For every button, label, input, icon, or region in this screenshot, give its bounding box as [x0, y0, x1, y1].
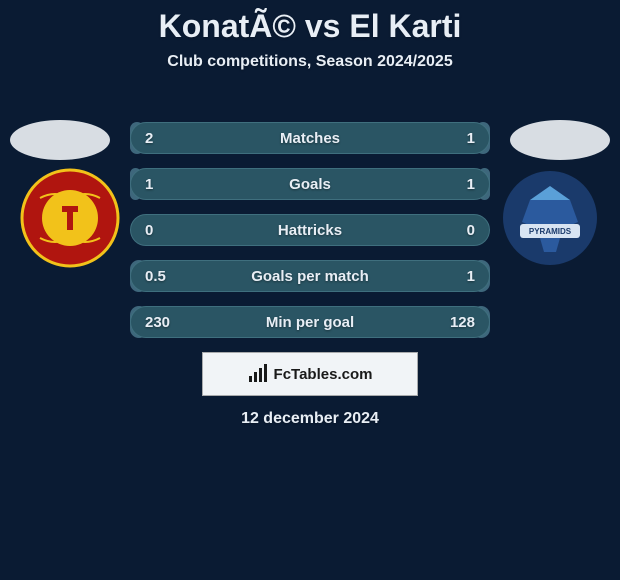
stat-label: Min per goal: [266, 314, 354, 331]
stat-value-right: 1: [331, 176, 475, 193]
stat-row: 0Hattricks0: [130, 214, 490, 246]
stat-row: 2Matches1: [130, 122, 490, 154]
stat-value-left: 1: [145, 176, 289, 193]
stat-label: Goals per match: [251, 268, 369, 285]
stat-row: 0.5Goals per match1: [130, 260, 490, 292]
comparison-container: KonatÃ© vs El Karti Club competitions, S…: [0, 0, 620, 580]
stat-value-right: 1: [340, 130, 475, 147]
stat-row: 230Min per goal128: [130, 306, 490, 338]
stat-value-left: 0: [145, 222, 278, 239]
player-photo-left: [10, 120, 110, 160]
stat-value-right: 0: [342, 222, 475, 239]
stat-pill: 0.5Goals per match1: [130, 260, 490, 292]
stat-pill: 0Hattricks0: [130, 214, 490, 246]
stat-pill: 230Min per goal128: [130, 306, 490, 338]
esperance-icon: [20, 168, 120, 268]
stat-row: 1Goals1: [130, 168, 490, 200]
stat-value-right: 1: [369, 268, 475, 285]
page-subtitle: Club competitions, Season 2024/2025: [0, 53, 620, 71]
stat-label: Hattricks: [278, 222, 342, 239]
stat-value-left: 0.5: [145, 268, 251, 285]
club-badge-right-circle: PYRAMIDS: [500, 168, 600, 268]
stat-label: Matches: [280, 130, 340, 147]
footer-date: 12 december 2024: [0, 410, 620, 428]
page-title: KonatÃ© vs El Karti: [0, 0, 620, 45]
player-photo-right: [510, 120, 610, 160]
svg-text:PYRAMIDS: PYRAMIDS: [529, 227, 572, 236]
club-badge-right: PYRAMIDS: [500, 168, 600, 268]
brand-footer: FcTables.com: [202, 352, 418, 396]
club-badge-left-circle: [20, 168, 120, 268]
stats-list: 2Matches11Goals10Hattricks00.5Goals per …: [130, 122, 490, 338]
stat-pill: 2Matches1: [130, 122, 490, 154]
stat-label: Goals: [289, 176, 331, 193]
stat-pill: 1Goals1: [130, 168, 490, 200]
brand-text: FcTables.com: [274, 366, 373, 383]
stat-value-left: 230: [145, 314, 266, 331]
stat-value-left: 2: [145, 130, 280, 147]
chart-icon: [248, 364, 268, 384]
stat-value-right: 128: [354, 314, 475, 331]
pyramids-icon: PYRAMIDS: [500, 168, 600, 268]
club-badge-left: [20, 168, 120, 268]
